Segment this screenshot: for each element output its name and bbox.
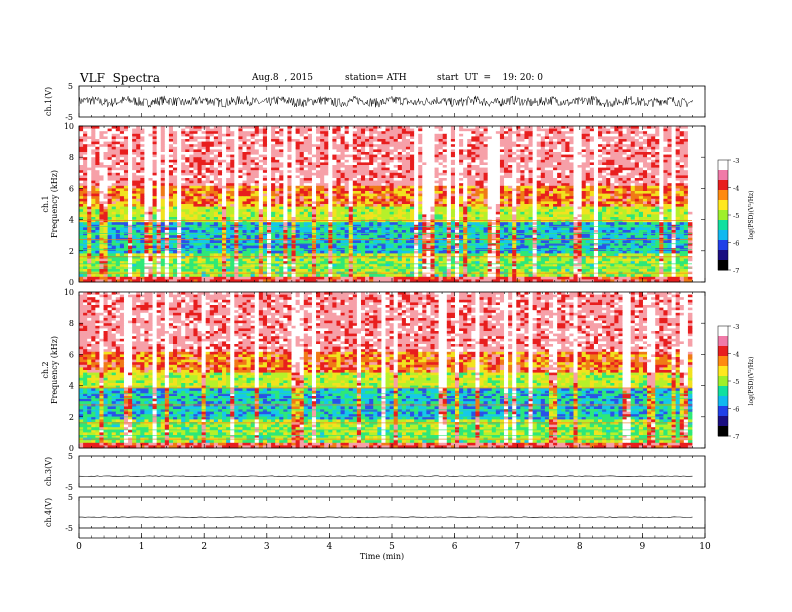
ch2-spec-cbtick-4: -7 (733, 433, 739, 441)
ch2-spec-ytick-2: 4 (69, 382, 74, 391)
ch2-spec-channel-label: ch.2 (41, 361, 50, 378)
ch2-spec-ytick-5: 10 (64, 288, 74, 297)
ch1-ylabel: ch.1(V) (44, 87, 53, 116)
ch4-ytick-top: 5 (68, 493, 73, 502)
ch4-ylabel: ch.4(V) (44, 498, 53, 527)
ch3-ylabel: ch.3(V) (44, 457, 53, 486)
ch1-spec-cbtick-4: -7 (733, 267, 739, 275)
ch1-spec-ytick-2: 4 (69, 216, 74, 225)
x-tick-8: 8 (577, 542, 583, 552)
ch4-trace (79, 517, 693, 518)
ch1-spec-ytick-1: 2 (69, 247, 74, 256)
ch1-trace (79, 96, 693, 107)
ch1-spec-channel-label: ch.1 (41, 195, 50, 212)
ch1-ytick-top: 5 (68, 82, 73, 91)
ch1-ytick-bottom: -5 (65, 113, 73, 122)
ch1-spec-colorbar (718, 160, 728, 271)
ch2-spec-colorbar (718, 326, 728, 437)
ch2-spec-cblabel: log(PSD)(V²/Hz) (748, 357, 755, 406)
x-tick-10: 10 (699, 542, 711, 552)
x-tick-2: 2 (201, 542, 207, 552)
ch1-spec-cblabel: log(PSD)(V²/Hz) (748, 191, 755, 240)
ch1-spec-cbtick-2: -5 (733, 212, 739, 220)
ch2-spec-cbtick-3: -6 (733, 406, 739, 414)
ch4-ytick-bottom: -5 (65, 524, 73, 533)
ch1-spec-ytick-0: 0 (69, 278, 74, 287)
ch1-spec-cbtick-0: -3 (733, 157, 739, 165)
ch3-ytick-bottom: -5 (65, 483, 73, 492)
x-tick-9: 9 (640, 542, 646, 552)
x-tick-7: 7 (514, 542, 520, 552)
ch3-trace (79, 476, 693, 477)
ch1-spec-ytick-5: 10 (64, 122, 74, 131)
ch2-spec-cbtick-1: -4 (733, 351, 739, 359)
x-tick-5: 5 (389, 542, 395, 552)
ch2-spec-cbtick-2: -5 (733, 378, 739, 386)
ch3-frame (79, 456, 705, 487)
ch2-spec-ytick-4: 8 (69, 319, 74, 328)
ch1-frame (79, 86, 705, 117)
ch1-spec-ylabel: Frequency (kHz) (50, 170, 59, 238)
ch2-spec-ylabel: Frequency (kHz) (50, 336, 59, 404)
ch1-spec-cbtick-1: -4 (733, 185, 739, 193)
ch4-frame (79, 497, 705, 528)
x-axis-label: Time (min) (360, 552, 404, 561)
ch2-spec-ytick-3: 6 (69, 350, 74, 359)
ch2-spec-cbtick-0: -3 (733, 323, 739, 331)
ch2-spec-ytick-1: 2 (69, 413, 74, 422)
x-tick-6: 6 (452, 542, 458, 552)
ch1-spec-ytick-3: 6 (69, 184, 74, 193)
x-tick-0: 0 (76, 542, 82, 552)
ch1-spec-cbtick-3: -6 (733, 240, 739, 248)
x-tick-3: 3 (264, 542, 270, 552)
ch1-spec-ytick-4: 8 (69, 153, 74, 162)
x-tick-1: 1 (139, 542, 145, 552)
ch2-spec-heatmap (79, 292, 692, 448)
ch1-spec-heatmap (79, 126, 692, 282)
ch3-ytick-top: 5 (68, 452, 73, 461)
x-tick-4: 4 (327, 542, 333, 552)
